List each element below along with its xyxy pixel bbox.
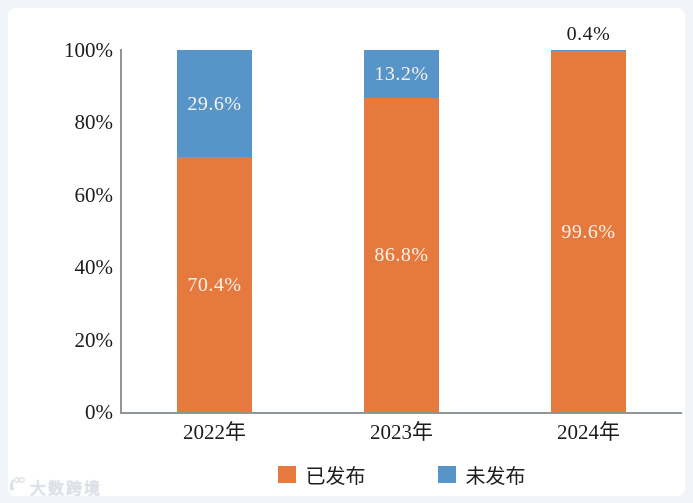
y-tick-label: 60% (74, 182, 114, 207)
y-tick-label: 20% (74, 327, 114, 352)
bar-segment-published (177, 157, 252, 412)
legend-swatch-unpublished-icon (437, 466, 456, 483)
data-label-published: 86.8% (374, 243, 429, 266)
bar-segment-unpublished (177, 50, 252, 158)
bar-segment-unpublished (551, 50, 626, 52)
x-category-label: 2024年 (557, 420, 620, 444)
y-tick-label: 40% (74, 255, 114, 280)
legend-item-unpublished: 未发布 (437, 460, 526, 489)
chart-plot: 0% 20% 40% 60% 80% 100% 70.4% 29.6% 2022年 86.8% 13… (8, 8, 685, 496)
y-tick-label: 80% (74, 110, 114, 135)
y-axis-line (120, 49, 122, 414)
bar-segment-published (364, 97, 439, 412)
legend-label-unpublished: 未发布 (465, 466, 526, 488)
legend-label-published: 已发布 (305, 466, 366, 488)
data-label-published: 70.4% (187, 273, 242, 296)
data-label-published: 99.6% (561, 220, 616, 243)
watermark-text: 大数跨境 (30, 481, 103, 498)
bar-segment-published (551, 51, 626, 412)
bar-segment-unpublished (364, 50, 439, 98)
x-category-label: 2022年 (183, 420, 246, 444)
chart-card: 0% 20% 40% 60% 80% 100% 70.4% 29.6% 2022年 86.8% 13… (8, 8, 685, 496)
watermark-logo-icon (6, 475, 26, 500)
legend-swatch-published-icon (277, 466, 296, 483)
y-tick-label: 0% (85, 400, 113, 424)
legend-item-published: 已发布 (277, 460, 366, 489)
x-category-label: 2023年 (370, 420, 433, 444)
data-label-unpublished: 13.2% (374, 62, 429, 85)
data-label-unpublished: 29.6% (187, 92, 242, 115)
watermark: 大数跨境 (6, 475, 102, 499)
x-axis-line (120, 412, 682, 414)
chart-legend: 已发布 未发布 (121, 460, 682, 489)
y-tick-label: 100% (64, 38, 113, 62)
data-label-unpublished: 0.4% (566, 23, 611, 45)
